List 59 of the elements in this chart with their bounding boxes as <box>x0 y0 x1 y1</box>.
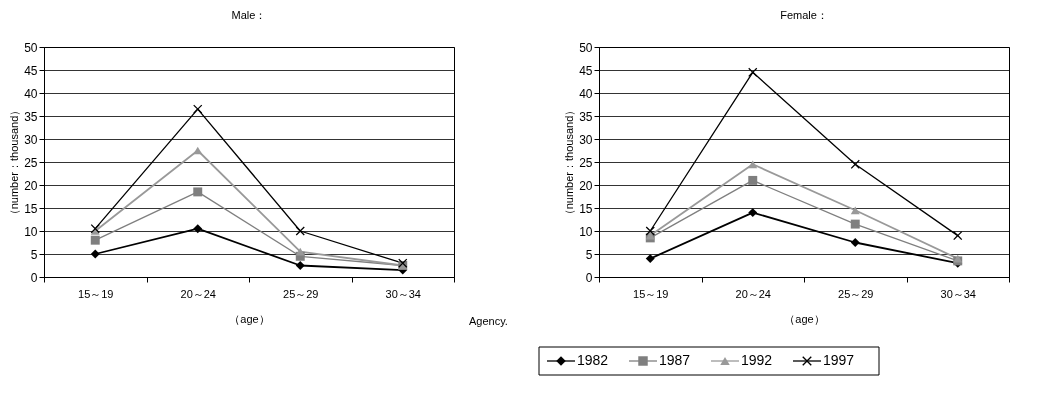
text: Agency. <box>469 315 508 327</box>
point <box>850 219 860 229</box>
y-tick-label: 0 <box>585 270 593 285</box>
x-tick-label: 20～24 <box>180 287 216 300</box>
legend-label: 1992 <box>741 352 773 368</box>
point <box>193 104 203 114</box>
y-axis-title: （number：thousand） <box>8 104 21 221</box>
point <box>295 261 305 270</box>
x-tick-label: 20～24 <box>735 287 771 300</box>
point <box>193 187 203 197</box>
point <box>295 226 305 236</box>
y-tick-label: 0 <box>30 270 38 285</box>
point <box>90 235 100 245</box>
x-tick-label: 15～19 <box>633 287 669 300</box>
x-axis-title: （age） <box>229 312 270 325</box>
y-tick-label: 45 <box>24 63 38 78</box>
point <box>295 247 305 256</box>
y-axis-title: （number：thousand） <box>563 104 576 221</box>
x-tick-label: 30～34 <box>940 287 976 300</box>
chart-title: Male： <box>231 9 267 21</box>
y-tick-label: 15 <box>24 201 38 216</box>
point <box>645 254 655 264</box>
point <box>193 146 203 155</box>
point <box>645 226 655 236</box>
point <box>193 224 203 234</box>
point <box>953 231 963 241</box>
y-tick-label: 35 <box>24 109 38 124</box>
y-tick-label: 5 <box>30 247 38 262</box>
y-tick-label: 50 <box>579 40 593 55</box>
x-tick-label: 30～34 <box>385 287 421 300</box>
y-tick-label: 25 <box>24 155 38 170</box>
x-tick-label: 15～19 <box>78 287 114 300</box>
point <box>90 249 100 259</box>
y-tick-label: 30 <box>579 132 593 147</box>
y-tick-label: 40 <box>24 86 38 101</box>
chart-title: Female： <box>780 9 828 21</box>
legend-label: 1997 <box>823 352 855 368</box>
y-tick-label: 20 <box>579 178 593 193</box>
x-tick-label: 25～29 <box>838 287 874 300</box>
y-tick-label: 50 <box>24 40 38 55</box>
x-tick-label: 25～29 <box>283 287 319 300</box>
y-tick-label: 15 <box>579 201 593 216</box>
y-tick-label: 10 <box>24 224 38 239</box>
y-tick-label: 25 <box>579 155 593 170</box>
point <box>850 238 860 247</box>
legend-label: 1987 <box>659 352 691 368</box>
y-tick-label: 5 <box>585 247 593 262</box>
point <box>850 206 860 215</box>
point <box>748 208 758 218</box>
y-tick-label: 30 <box>24 132 38 147</box>
x-axis-title: （age） <box>784 312 825 325</box>
y-tick-label: 10 <box>579 224 593 239</box>
point <box>748 175 758 185</box>
legend-label: 1982 <box>577 352 609 368</box>
y-tick-label: 45 <box>579 63 593 78</box>
point <box>748 160 758 169</box>
y-tick-label: 20 <box>24 178 38 193</box>
y-tick-label: 35 <box>579 109 593 124</box>
y-tick-label: 40 <box>579 86 593 101</box>
